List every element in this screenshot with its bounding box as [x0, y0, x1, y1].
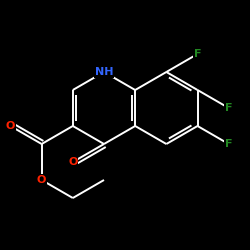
Text: NH: NH	[95, 67, 113, 77]
Text: O: O	[37, 175, 46, 185]
Text: O: O	[6, 121, 15, 131]
Text: F: F	[194, 49, 201, 59]
Text: F: F	[225, 103, 232, 113]
Text: O: O	[68, 157, 78, 167]
Text: F: F	[225, 139, 232, 149]
